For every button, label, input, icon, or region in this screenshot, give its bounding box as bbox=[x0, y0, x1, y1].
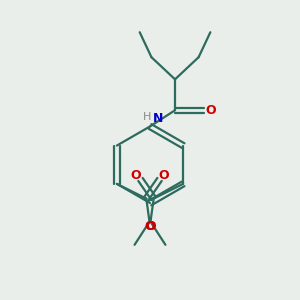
Text: H: H bbox=[143, 112, 151, 122]
Text: O: O bbox=[144, 220, 154, 233]
Text: O: O bbox=[206, 104, 216, 117]
Text: O: O bbox=[159, 169, 169, 182]
Text: N: N bbox=[153, 112, 163, 125]
Text: O: O bbox=[131, 169, 141, 182]
Text: O: O bbox=[146, 220, 156, 233]
